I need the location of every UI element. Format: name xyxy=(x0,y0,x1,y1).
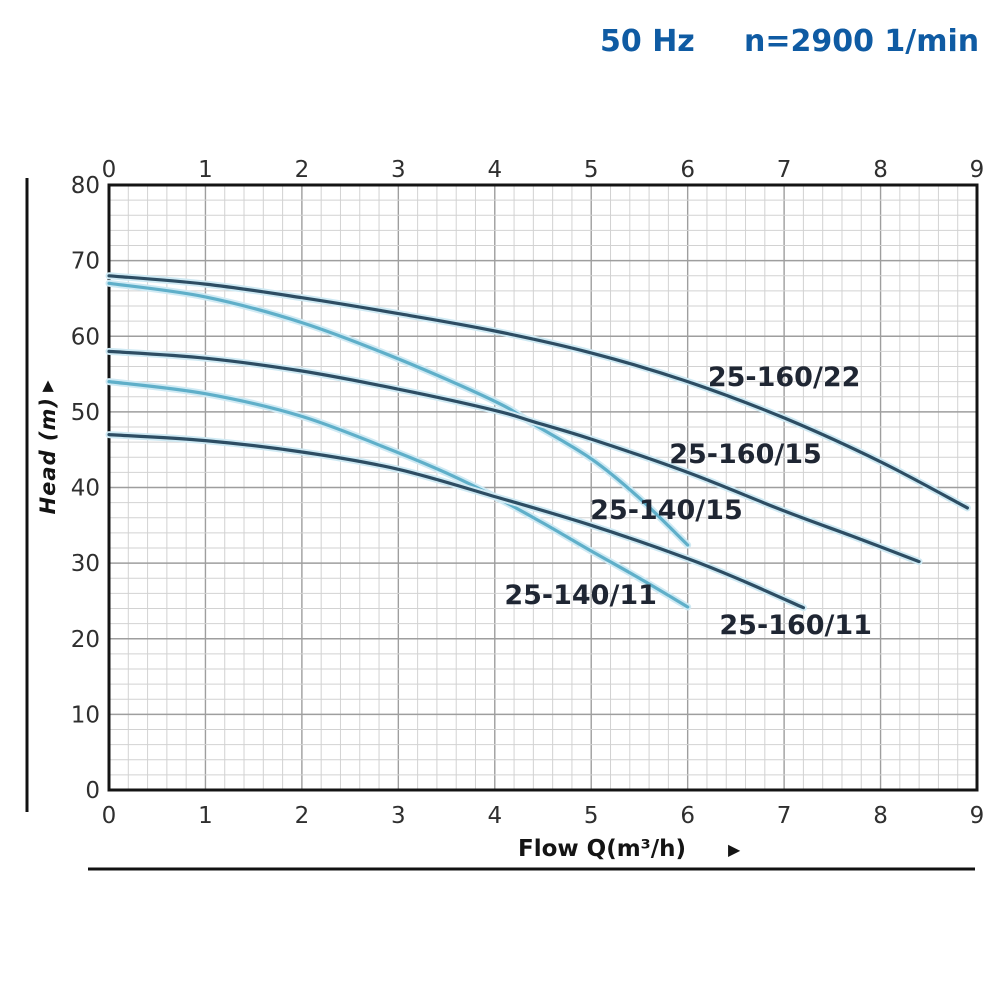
x-top-tick-5: 5 xyxy=(584,157,599,183)
x-bottom-tick-1: 1 xyxy=(198,803,213,829)
x-bottom-tick-3: 3 xyxy=(391,803,406,829)
x-bottom-tick-5: 5 xyxy=(584,803,599,829)
curve-label-25-140-15: 25-140/15 xyxy=(590,495,743,526)
x-top-tick-9: 9 xyxy=(970,157,985,183)
x-bottom-tick-6: 6 xyxy=(680,803,695,829)
x-bottom-tick-4: 4 xyxy=(487,803,502,829)
x-bottom-tick-2: 2 xyxy=(295,803,310,829)
grid-layer xyxy=(108,184,978,791)
curve-25-160-15 xyxy=(107,349,921,564)
x-bottom-tick-8: 8 xyxy=(873,803,888,829)
y-tick-60: 60 xyxy=(71,324,100,350)
x-top-tick-7: 7 xyxy=(777,157,792,183)
x-axis-label: Flow Q(m³/h) xyxy=(518,836,687,862)
curve-label-25-160-22: 25-160/22 xyxy=(708,362,861,393)
flow-axis-right-arrow-icon: ▶ xyxy=(728,839,741,859)
x-top-tick-8: 8 xyxy=(873,157,888,183)
y-tick-80: 80 xyxy=(71,173,100,199)
y-tick-0: 0 xyxy=(85,778,100,804)
curve-25-140-11 xyxy=(107,380,690,609)
y-axis-title: ▲ Head (m) xyxy=(28,376,68,515)
curve-label-25-140-11: 25-140/11 xyxy=(504,580,657,611)
y-tick-40: 40 xyxy=(71,476,100,502)
y-tick-50: 50 xyxy=(71,400,100,426)
chart-header: 50 Hz n=2900 1/min xyxy=(0,24,1000,64)
x-axis-title: Flow Q(m³/h) ▶ xyxy=(518,836,740,862)
curve-25-140-15 xyxy=(107,281,690,547)
x-top-tick-4: 4 xyxy=(487,157,502,183)
y-axis-label: Head (m) xyxy=(36,397,60,515)
curve-label-25-160-15: 25-160/15 xyxy=(669,439,822,470)
frequency-label: 50 Hz xyxy=(600,24,695,59)
x-top-tick-1: 1 xyxy=(198,157,213,183)
curves-layer xyxy=(105,272,971,612)
curve-label-25-160-11: 25-160/11 xyxy=(719,610,872,641)
y-tick-70: 70 xyxy=(71,249,100,275)
x-bottom-tick-0: 0 xyxy=(102,803,117,829)
x-top-tick-0: 0 xyxy=(102,157,117,183)
x-top-tick-2: 2 xyxy=(295,157,310,183)
curve-25-160-22 xyxy=(107,274,969,510)
curve-25-160-11 xyxy=(107,433,805,610)
x-bottom-tick-9: 9 xyxy=(970,803,985,829)
x-bottom-tick-7: 7 xyxy=(777,803,792,829)
curve-labels-layer: 25-160/22 25-140/15 25-160/15 25-140/11 25-1… xyxy=(504,362,872,641)
x-top-tick-6: 6 xyxy=(680,157,695,183)
y-tick-20: 20 xyxy=(71,627,100,653)
y-tick-30: 30 xyxy=(71,551,100,577)
head-axis-up-arrow-icon: ▲ xyxy=(42,376,54,394)
x-top-tick-3: 3 xyxy=(391,157,406,183)
plot-border xyxy=(107,183,979,792)
y-tick-10: 10 xyxy=(71,702,100,728)
speed-label: n=2900 1/min xyxy=(744,24,980,59)
